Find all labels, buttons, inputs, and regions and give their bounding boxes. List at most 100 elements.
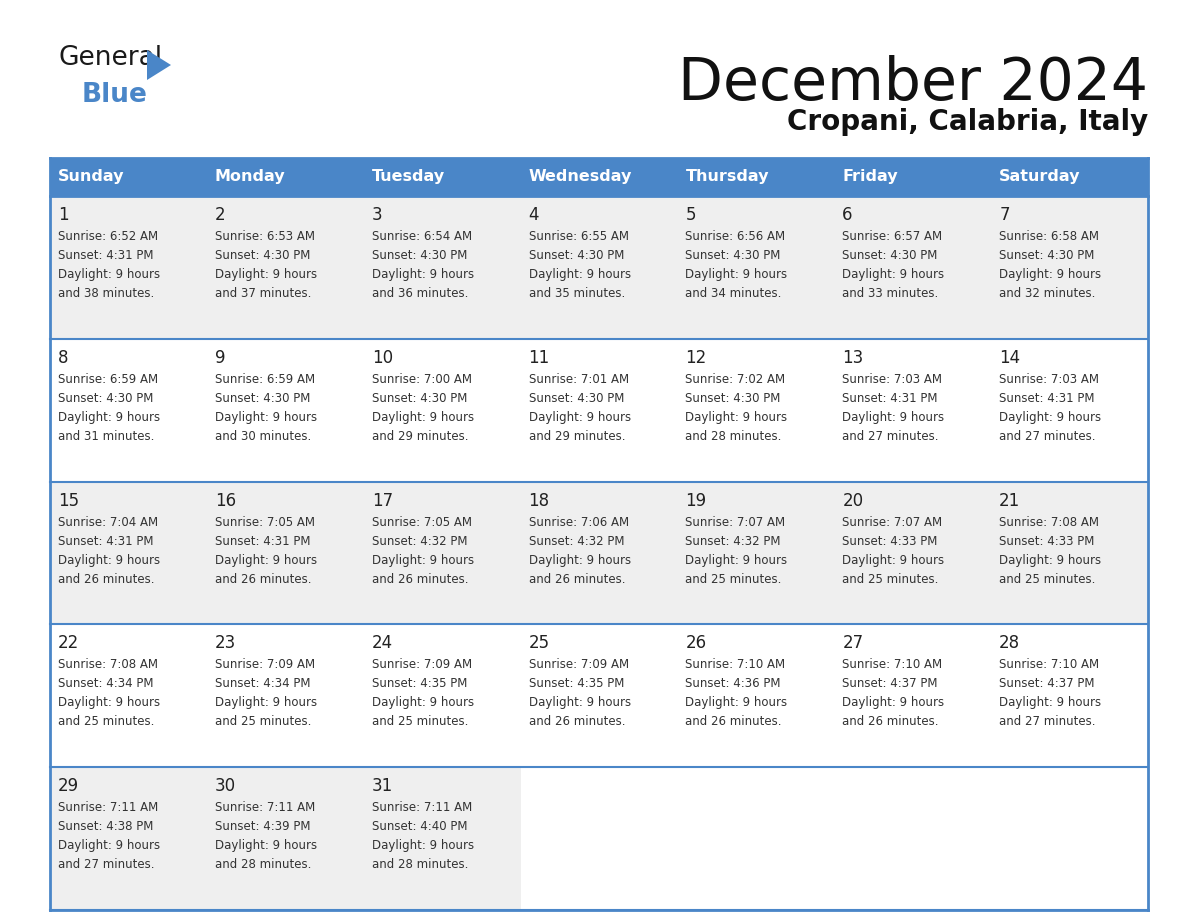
Text: 24: 24 bbox=[372, 634, 393, 653]
Text: Cropani, Calabria, Italy: Cropani, Calabria, Italy bbox=[786, 108, 1148, 136]
Text: Sunset: 4:31 PM: Sunset: 4:31 PM bbox=[58, 534, 153, 548]
Text: and 33 minutes.: and 33 minutes. bbox=[842, 287, 939, 300]
Bar bbox=[991, 196, 1148, 339]
Text: Sunset: 4:31 PM: Sunset: 4:31 PM bbox=[58, 249, 153, 262]
Text: and 26 minutes.: and 26 minutes. bbox=[215, 573, 311, 586]
Text: Sunset: 4:33 PM: Sunset: 4:33 PM bbox=[999, 534, 1094, 548]
Bar bbox=[520, 339, 677, 482]
Bar bbox=[207, 196, 364, 339]
Text: Thursday: Thursday bbox=[685, 170, 769, 185]
Text: Sunset: 4:32 PM: Sunset: 4:32 PM bbox=[685, 534, 781, 548]
Text: Daylight: 9 hours: Daylight: 9 hours bbox=[58, 268, 160, 281]
Text: Daylight: 9 hours: Daylight: 9 hours bbox=[215, 268, 317, 281]
Text: Sunrise: 7:09 AM: Sunrise: 7:09 AM bbox=[372, 658, 472, 671]
Text: and 26 minutes.: and 26 minutes. bbox=[529, 573, 625, 586]
Bar bbox=[207, 767, 364, 910]
Text: 11: 11 bbox=[529, 349, 550, 367]
Bar bbox=[991, 482, 1148, 624]
Bar bbox=[50, 196, 207, 339]
Bar bbox=[834, 339, 991, 482]
Bar bbox=[364, 196, 520, 339]
Text: Sunrise: 6:59 AM: Sunrise: 6:59 AM bbox=[215, 373, 315, 386]
Text: Friday: Friday bbox=[842, 170, 898, 185]
Bar bbox=[50, 158, 1148, 196]
Text: Sunrise: 7:08 AM: Sunrise: 7:08 AM bbox=[58, 658, 158, 671]
Bar bbox=[207, 624, 364, 767]
Text: Sunset: 4:38 PM: Sunset: 4:38 PM bbox=[58, 820, 153, 834]
Text: Sunset: 4:30 PM: Sunset: 4:30 PM bbox=[529, 249, 624, 262]
Text: Sunrise: 7:11 AM: Sunrise: 7:11 AM bbox=[58, 801, 158, 814]
Text: Daylight: 9 hours: Daylight: 9 hours bbox=[215, 410, 317, 424]
Text: Daylight: 9 hours: Daylight: 9 hours bbox=[215, 839, 317, 852]
Text: and 34 minutes.: and 34 minutes. bbox=[685, 287, 782, 300]
Text: Sunset: 4:37 PM: Sunset: 4:37 PM bbox=[842, 677, 937, 690]
Bar bbox=[364, 624, 520, 767]
Bar bbox=[364, 767, 520, 910]
Text: 18: 18 bbox=[529, 492, 550, 509]
Text: 22: 22 bbox=[58, 634, 80, 653]
Text: 10: 10 bbox=[372, 349, 393, 367]
Bar bbox=[834, 482, 991, 624]
Text: 7: 7 bbox=[999, 206, 1010, 224]
Text: 20: 20 bbox=[842, 492, 864, 509]
Text: Sunset: 4:35 PM: Sunset: 4:35 PM bbox=[529, 677, 624, 690]
Text: Daylight: 9 hours: Daylight: 9 hours bbox=[842, 410, 944, 424]
Text: and 37 minutes.: and 37 minutes. bbox=[215, 287, 311, 300]
Text: 30: 30 bbox=[215, 778, 236, 795]
Text: 29: 29 bbox=[58, 778, 80, 795]
Text: Sunrise: 7:00 AM: Sunrise: 7:00 AM bbox=[372, 373, 472, 386]
Text: 16: 16 bbox=[215, 492, 236, 509]
Text: Sunrise: 6:57 AM: Sunrise: 6:57 AM bbox=[842, 230, 942, 243]
Text: and 27 minutes.: and 27 minutes. bbox=[999, 715, 1095, 728]
Text: Sunset: 4:40 PM: Sunset: 4:40 PM bbox=[372, 820, 467, 834]
Text: Daylight: 9 hours: Daylight: 9 hours bbox=[372, 554, 474, 566]
Text: Daylight: 9 hours: Daylight: 9 hours bbox=[215, 554, 317, 566]
Text: and 25 minutes.: and 25 minutes. bbox=[999, 573, 1095, 586]
Text: Sunrise: 7:07 AM: Sunrise: 7:07 AM bbox=[842, 516, 942, 529]
Text: Sunrise: 6:58 AM: Sunrise: 6:58 AM bbox=[999, 230, 1099, 243]
Text: Blue: Blue bbox=[82, 82, 147, 108]
Bar bbox=[50, 767, 207, 910]
Text: Sunday: Sunday bbox=[58, 170, 125, 185]
Bar bbox=[50, 624, 207, 767]
Text: Sunrise: 6:56 AM: Sunrise: 6:56 AM bbox=[685, 230, 785, 243]
Text: 3: 3 bbox=[372, 206, 383, 224]
Bar bbox=[834, 196, 991, 339]
Text: and 35 minutes.: and 35 minutes. bbox=[529, 287, 625, 300]
Text: Daylight: 9 hours: Daylight: 9 hours bbox=[529, 268, 631, 281]
Text: Sunset: 4:30 PM: Sunset: 4:30 PM bbox=[372, 392, 467, 405]
Text: 12: 12 bbox=[685, 349, 707, 367]
Text: and 25 minutes.: and 25 minutes. bbox=[842, 573, 939, 586]
Text: and 25 minutes.: and 25 minutes. bbox=[215, 715, 311, 728]
Text: 27: 27 bbox=[842, 634, 864, 653]
Text: Sunrise: 7:05 AM: Sunrise: 7:05 AM bbox=[215, 516, 315, 529]
Bar bbox=[677, 767, 834, 910]
Text: 6: 6 bbox=[842, 206, 853, 224]
Bar bbox=[520, 624, 677, 767]
Bar bbox=[677, 482, 834, 624]
Text: Daylight: 9 hours: Daylight: 9 hours bbox=[372, 697, 474, 710]
Bar bbox=[991, 339, 1148, 482]
Text: and 27 minutes.: and 27 minutes. bbox=[842, 430, 939, 442]
Text: Sunrise: 6:59 AM: Sunrise: 6:59 AM bbox=[58, 373, 158, 386]
Text: Sunset: 4:34 PM: Sunset: 4:34 PM bbox=[215, 677, 310, 690]
Text: Sunset: 4:33 PM: Sunset: 4:33 PM bbox=[842, 534, 937, 548]
Bar bbox=[207, 339, 364, 482]
Text: Sunset: 4:34 PM: Sunset: 4:34 PM bbox=[58, 677, 153, 690]
Bar bbox=[991, 767, 1148, 910]
Bar bbox=[520, 767, 677, 910]
Text: and 25 minutes.: and 25 minutes. bbox=[58, 715, 154, 728]
Text: Sunrise: 7:08 AM: Sunrise: 7:08 AM bbox=[999, 516, 1099, 529]
Text: Sunset: 4:35 PM: Sunset: 4:35 PM bbox=[372, 677, 467, 690]
Text: and 31 minutes.: and 31 minutes. bbox=[58, 430, 154, 442]
Text: Tuesday: Tuesday bbox=[372, 170, 444, 185]
Text: and 27 minutes.: and 27 minutes. bbox=[58, 858, 154, 871]
Text: 14: 14 bbox=[999, 349, 1020, 367]
Text: Daylight: 9 hours: Daylight: 9 hours bbox=[58, 554, 160, 566]
Text: Sunrise: 7:07 AM: Sunrise: 7:07 AM bbox=[685, 516, 785, 529]
Bar bbox=[364, 339, 520, 482]
Text: Daylight: 9 hours: Daylight: 9 hours bbox=[685, 697, 788, 710]
Text: Daylight: 9 hours: Daylight: 9 hours bbox=[999, 697, 1101, 710]
Text: Sunset: 4:39 PM: Sunset: 4:39 PM bbox=[215, 820, 310, 834]
Text: Daylight: 9 hours: Daylight: 9 hours bbox=[999, 410, 1101, 424]
